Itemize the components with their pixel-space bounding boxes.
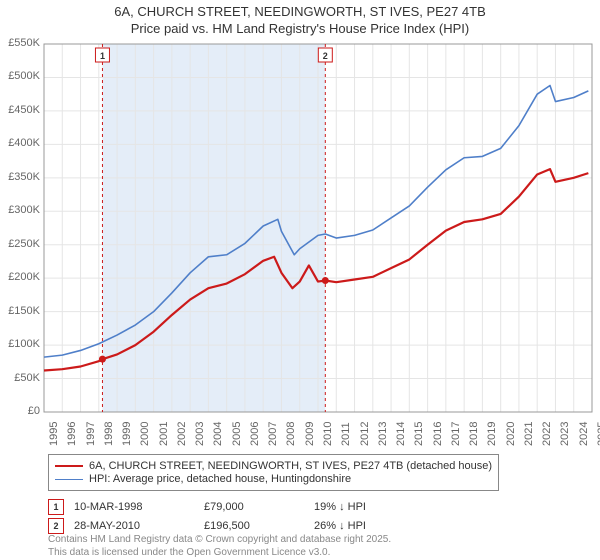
y-tick-label: £150K: [0, 305, 40, 317]
x-tick-label: 2013: [377, 422, 389, 446]
y-tick-label: £50K: [0, 372, 40, 384]
legend-box: 6A, CHURCH STREET, NEEDINGWORTH, ST IVES…: [48, 454, 499, 491]
x-tick-label: 1999: [121, 422, 133, 446]
x-tick-label: 2012: [359, 422, 371, 446]
y-tick-label: £500K: [0, 70, 40, 82]
x-tick-label: 2021: [523, 422, 535, 446]
x-tick-label: 2016: [432, 422, 444, 446]
y-tick-label: £0: [0, 405, 40, 417]
x-tick-label: 2002: [176, 422, 188, 446]
legend-label: 6A, CHURCH STREET, NEEDINGWORTH, ST IVES…: [89, 460, 492, 472]
event-diff: 19% ↓ HPI: [314, 501, 434, 513]
legend-item: 6A, CHURCH STREET, NEEDINGWORTH, ST IVES…: [55, 460, 492, 472]
x-tick-label: 2010: [322, 422, 334, 446]
y-tick-label: £550K: [0, 37, 40, 49]
y-tick-label: £100K: [0, 338, 40, 350]
x-tick-label: 2004: [212, 422, 224, 446]
x-tick-label: 2014: [395, 422, 407, 446]
x-tick-label: 2001: [158, 422, 170, 446]
legend-swatch: [55, 479, 83, 480]
x-tick-label: 1997: [85, 422, 97, 446]
x-tick-label: 1995: [48, 422, 60, 446]
x-tick-label: 2023: [559, 422, 571, 446]
svg-text:1: 1: [100, 51, 105, 61]
events-table: 1 10-MAR-1998£79,00019% ↓ HPI 2 28-MAY-2010…: [48, 496, 434, 537]
footer-line2: This data is licensed under the Open Gov…: [48, 547, 391, 560]
svg-text:2: 2: [323, 51, 328, 61]
footer-line1: Contains HM Land Registry data © Crown c…: [48, 534, 391, 547]
y-tick-label: £250K: [0, 238, 40, 250]
legend-item: HPI: Average price, detached house, Hunt…: [55, 473, 492, 485]
x-tick-label: 2011: [340, 422, 352, 446]
x-tick-label: 2025: [596, 422, 600, 446]
x-tick-label: 2003: [194, 422, 206, 446]
event-date: 28-MAY-2010: [74, 520, 204, 532]
x-tick-label: 2015: [413, 422, 425, 446]
x-tick-label: 2020: [505, 422, 517, 446]
event-row: 2 28-MAY-2010£196,50026% ↓ HPI: [48, 518, 434, 534]
legend-label: HPI: Average price, detached house, Hunt…: [89, 473, 351, 485]
y-tick-label: £300K: [0, 204, 40, 216]
event-price: £196,500: [204, 520, 314, 532]
x-tick-label: 2000: [139, 422, 151, 446]
x-tick-label: 2005: [231, 422, 243, 446]
x-tick-label: 2009: [304, 422, 316, 446]
y-tick-label: £200K: [0, 271, 40, 283]
event-price: £79,000: [204, 501, 314, 513]
x-tick-label: 2024: [578, 422, 590, 446]
y-tick-label: £450K: [0, 104, 40, 116]
x-tick-label: 2017: [450, 422, 462, 446]
x-tick-label: 1996: [66, 422, 78, 446]
footer-attribution: Contains HM Land Registry data © Crown c…: [48, 534, 391, 559]
x-tick-label: 1998: [103, 422, 115, 446]
x-tick-label: 2008: [285, 422, 297, 446]
y-tick-label: £400K: [0, 137, 40, 149]
x-tick-label: 2007: [267, 422, 279, 446]
x-tick-label: 2018: [468, 422, 480, 446]
y-tick-label: £350K: [0, 171, 40, 183]
x-tick-label: 2019: [486, 422, 498, 446]
x-tick-label: 2022: [541, 422, 553, 446]
event-marker-icon: 1: [48, 499, 64, 515]
x-tick-label: 2006: [249, 422, 261, 446]
event-diff: 26% ↓ HPI: [314, 520, 434, 532]
event-marker-icon: 2: [48, 518, 64, 534]
event-row: 1 10-MAR-1998£79,00019% ↓ HPI: [48, 499, 434, 515]
legend-swatch: [55, 465, 83, 467]
event-date: 10-MAR-1998: [74, 501, 204, 513]
